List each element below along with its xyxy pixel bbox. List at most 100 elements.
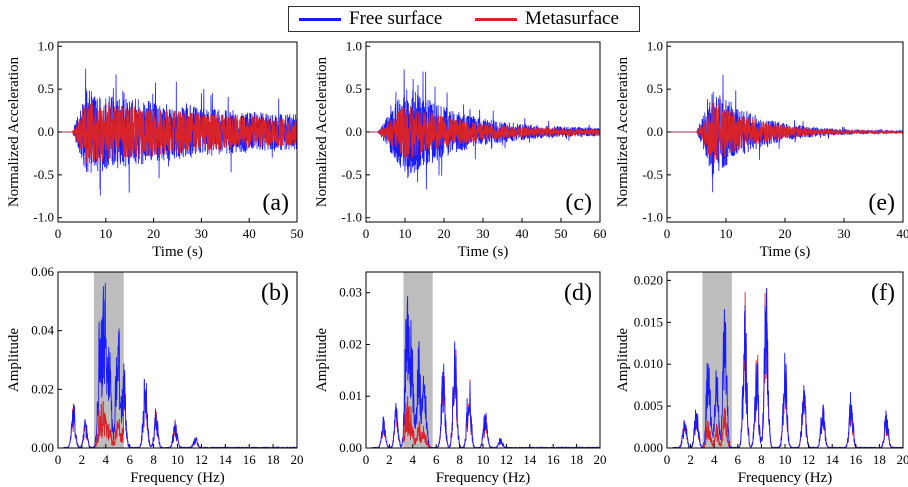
x-axis-label-d: Frequency (Hz) (436, 470, 531, 486)
x-tick-label-d: 2 (386, 452, 393, 467)
y-tick-label-a: -1.0 (33, 210, 54, 225)
x-tick-label-b: 16 (243, 452, 257, 467)
panel-label-b: (b) (261, 280, 289, 306)
x-tick-label-d: 14 (523, 452, 537, 467)
x-tick-label-f: 4 (711, 452, 718, 467)
legend-swatch-free-surface (299, 17, 341, 21)
x-tick-label-d: 6 (433, 452, 440, 467)
x-tick-label-c: 60 (594, 226, 607, 241)
x-axis-label-e: Time (s) (760, 244, 811, 260)
x-tick-label-e: 0 (664, 226, 671, 241)
x-tick-label-b: 14 (219, 452, 233, 467)
series-free-surface-b (58, 283, 297, 448)
legend-swatch-metasurface (475, 17, 517, 21)
x-tick-label-e: 10 (720, 226, 733, 241)
x-tick-label-d: 8 (456, 452, 463, 467)
y-tick-label-d: 0.00 (339, 440, 362, 455)
series-metasurface-e (667, 102, 903, 164)
y-tick-label-f: 0.015 (634, 314, 663, 329)
panel-d: 0 2 4 6 8 10 12 14 16 18 20 0.00 0.01 0.02 0.03 Frequen… (314, 271, 607, 486)
legend: Free surface Metasurface (288, 6, 640, 32)
y-tick-label-c: 0.0 (346, 124, 362, 139)
panel-label-d: (d) (564, 280, 592, 306)
panel-label-f: (f) (871, 280, 895, 306)
x-tick-label-e: 30 (838, 226, 851, 241)
plot-area-b (58, 272, 297, 448)
y-tick-label-c: 0.5 (346, 81, 362, 96)
y-tick-label-b: 0.06 (31, 264, 54, 279)
x-tick-label-c: 40 (516, 226, 529, 241)
x-tick-label-f: 14 (826, 452, 840, 467)
y-axis-label-e: Normalized Acceleration (615, 56, 631, 207)
series-metasurface-band-d (402, 396, 433, 448)
series-metasurface-band-f (702, 407, 732, 448)
y-axis-label-c: Normalized Acceleration (314, 56, 330, 207)
y-tick-label-f: 0.020 (634, 272, 663, 287)
x-tick-label-b: 12 (195, 452, 208, 467)
x-tick-label-d: 12 (500, 452, 513, 467)
x-tick-label-a: 30 (195, 226, 208, 241)
plot-area-d (366, 272, 600, 448)
y-tick-label-c: -0.5 (341, 167, 362, 182)
x-tick-label-f: 2 (687, 452, 694, 467)
y-tick-label-f: 0.000 (634, 440, 663, 455)
panel-a: 0 10 20 30 40 50 -1.0 -0.5 0.0 0.5 1.0 Time (s) Norm… (6, 38, 304, 260)
panel-label-c: (c) (565, 190, 592, 216)
plot-area-f (667, 272, 903, 448)
x-tick-label-f: 16 (849, 452, 863, 467)
plot-area-a (58, 68, 297, 196)
y-tick-label-e: -0.5 (642, 167, 663, 182)
series-metasurface-c (366, 105, 600, 160)
x-tick-label-f: 12 (802, 452, 815, 467)
x-tick-label-b: 8 (150, 452, 157, 467)
plot-area-e (667, 74, 903, 193)
y-tick-label-d: 0.03 (339, 285, 362, 300)
x-tick-label-a: 10 (99, 226, 112, 241)
x-axis-label-c: Time (s) (458, 244, 509, 260)
x-tick-label-b: 18 (267, 452, 280, 467)
x-tick-label-f: 8 (758, 452, 765, 467)
y-tick-label-a: 1.0 (38, 38, 54, 53)
x-tick-label-f: 0 (664, 452, 671, 467)
y-tick-label-f: 0.010 (634, 356, 663, 371)
y-tick-label-c: 1.0 (346, 38, 362, 53)
y-axis-label-b: Amplitude (6, 328, 22, 393)
x-tick-label-f: 20 (897, 452, 908, 467)
y-tick-label-d: 0.02 (339, 336, 362, 351)
y-tick-label-e: -1.0 (642, 210, 663, 225)
x-tick-label-b: 4 (103, 452, 110, 467)
legend-item-free-surface: Free surface (299, 7, 442, 31)
x-tick-label-e: 20 (779, 226, 792, 241)
x-tick-label-d: 18 (570, 452, 583, 467)
legend-label-free-surface: Free surface (349, 8, 443, 29)
x-tick-label-b: 2 (79, 452, 86, 467)
x-tick-label-a: 50 (291, 226, 304, 241)
x-tick-label-d: 10 (477, 452, 490, 467)
panel-f: 0 2 4 6 8 10 12 14 16 18 20 0.000 0.005 0.010 0.015 0.0… (615, 271, 908, 486)
panel-b: 0 2 4 6 8 10 12 14 16 18 20 0.00 0.02 0.04 0.06 Frequen… (6, 264, 304, 486)
x-tick-label-b: 20 (291, 452, 304, 467)
legend-item-metasurface: Metasurface (475, 7, 619, 31)
y-tick-label-e: 0.0 (647, 124, 663, 139)
x-tick-label-c: 50 (555, 226, 568, 241)
y-tick-label-e: 1.0 (647, 38, 663, 53)
x-tick-label-c: 30 (477, 226, 490, 241)
x-tick-label-b: 10 (171, 452, 184, 467)
series-metasurface-band-b (93, 401, 125, 448)
y-tick-label-d: 0.01 (339, 388, 362, 403)
x-axis-label-a: Time (s) (152, 244, 203, 260)
series-metasurface-a (58, 100, 297, 164)
legend-label-metasurface: Metasurface (525, 8, 619, 29)
x-tick-label-f: 6 (735, 452, 742, 467)
x-tick-label-c: 0 (363, 226, 370, 241)
y-tick-label-e: 0.5 (647, 81, 663, 96)
highlight-band-f (702, 272, 732, 448)
y-tick-label-b: 0.00 (31, 440, 54, 455)
x-tick-label-d: 20 (594, 452, 607, 467)
y-tick-label-c: -1.0 (341, 210, 362, 225)
panel-label-a: (a) (262, 190, 289, 216)
x-tick-label-c: 20 (438, 226, 451, 241)
x-tick-label-b: 0 (55, 452, 62, 467)
x-tick-label-e: 40 (897, 226, 908, 241)
